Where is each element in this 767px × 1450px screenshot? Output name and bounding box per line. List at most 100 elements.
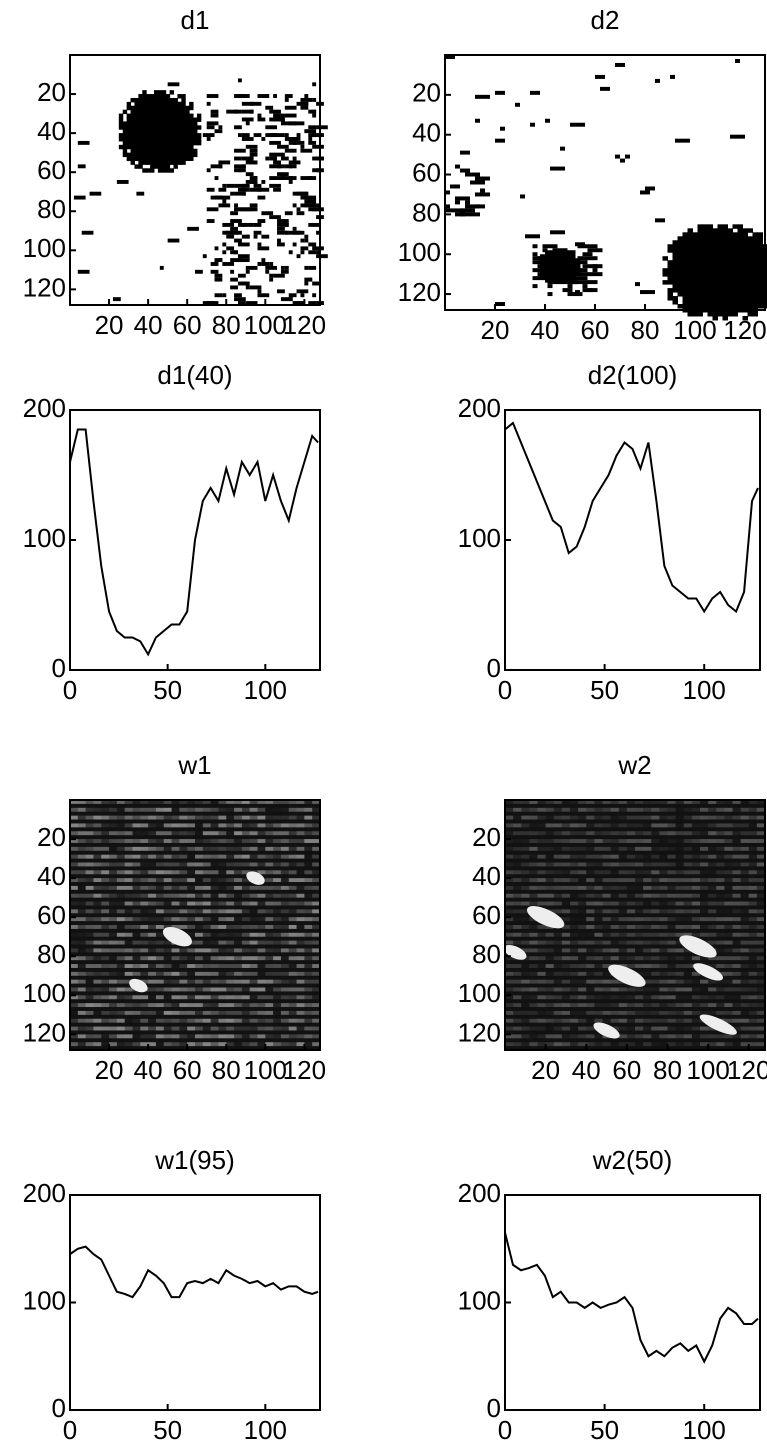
pixel: [682, 304, 688, 309]
pixel: [202, 846, 212, 851]
pixel: [226, 1034, 235, 1039]
pixel: [226, 839, 235, 843]
pixel: [146, 117, 151, 122]
pixel: [134, 109, 139, 115]
pixel: [171, 956, 180, 961]
pixel: [85, 823, 94, 828]
pixel: [594, 909, 603, 914]
pixel: [265, 823, 274, 828]
pixel: [273, 846, 282, 851]
pixel: [505, 1003, 514, 1008]
pixel: [93, 1003, 102, 1008]
pixel: [142, 109, 147, 115]
pixel: [253, 230, 262, 235]
pixel: [643, 1010, 652, 1015]
pixel: [651, 846, 660, 851]
pixel: [618, 846, 628, 851]
pixel: [161, 152, 167, 158]
pixel: [187, 948, 196, 953]
pixel: [691, 917, 701, 922]
pixel: [312, 144, 324, 149]
pixel: [742, 296, 748, 301]
pixel: [537, 846, 547, 851]
pixel: [635, 901, 644, 906]
pixel: [155, 1042, 165, 1047]
pixel: [163, 846, 173, 851]
pixel: [312, 925, 321, 929]
pixel: [234, 964, 243, 968]
pixel: [712, 304, 718, 309]
pixel: [237, 78, 242, 83]
pixel: [195, 1034, 204, 1039]
pixel: [732, 878, 742, 883]
pixel: [578, 948, 587, 953]
pixel: [249, 839, 258, 843]
x-tick-label: 120: [283, 310, 326, 340]
pixel: [700, 987, 709, 992]
pixel: [697, 228, 703, 233]
pixel: [218, 870, 227, 875]
pixel: [187, 979, 196, 984]
pixel: [667, 831, 677, 836]
pixel: [513, 1010, 522, 1015]
x-tick-label: 20: [95, 310, 124, 340]
pixel: [667, 296, 673, 301]
pixel: [257, 289, 262, 294]
pixel: [675, 138, 690, 143]
y-tick-label: 100: [23, 523, 66, 553]
pixel: [562, 288, 573, 293]
pixel: [545, 932, 555, 937]
pixel: [132, 948, 141, 953]
pixel: [234, 1034, 243, 1039]
pixel: [667, 917, 677, 922]
pixel: [202, 878, 212, 883]
pixel: [460, 208, 475, 213]
pixel: [146, 168, 151, 173]
pixel: [586, 854, 595, 859]
pixel: [202, 925, 212, 929]
pixel: [586, 831, 595, 836]
pixel: [153, 152, 159, 158]
pixel: [161, 101, 167, 107]
pixel: [561, 854, 571, 859]
pixel: [234, 183, 246, 188]
pixel: [717, 228, 723, 233]
pixel: [578, 917, 587, 922]
pixel: [280, 878, 290, 883]
pixel: [594, 815, 603, 820]
pixel: [93, 995, 102, 1000]
pixel: [157, 117, 163, 122]
pixel: [257, 800, 266, 804]
pixel: [245, 234, 250, 239]
pixel: [697, 256, 703, 261]
pixel: [748, 901, 758, 906]
pixel: [545, 839, 555, 843]
pixel: [245, 172, 254, 177]
pixel: [732, 236, 738, 241]
pixel: [635, 800, 644, 804]
pixel: [618, 1042, 628, 1047]
pixel: [249, 285, 262, 290]
pixel: [651, 909, 660, 914]
pixel: [261, 137, 266, 141]
pixel: [245, 144, 258, 149]
pixel: [570, 971, 579, 976]
pixel: [142, 105, 147, 111]
pixel: [553, 909, 563, 914]
axes-frame: [504, 1194, 761, 1411]
pixel: [226, 831, 235, 836]
pixel: [296, 800, 305, 804]
pixel: [513, 823, 522, 828]
pixel: [740, 901, 750, 906]
y-tick-label: 0: [52, 1393, 66, 1423]
pixel: [249, 109, 254, 114]
pixel: [553, 823, 563, 828]
pixel: [165, 152, 171, 158]
pixel: [165, 129, 171, 134]
pixel: [670, 74, 675, 79]
pixel: [257, 839, 266, 843]
pixel: [284, 148, 297, 153]
pixel: [667, 1010, 677, 1015]
pixel: [101, 932, 110, 937]
pixel: [737, 224, 743, 229]
